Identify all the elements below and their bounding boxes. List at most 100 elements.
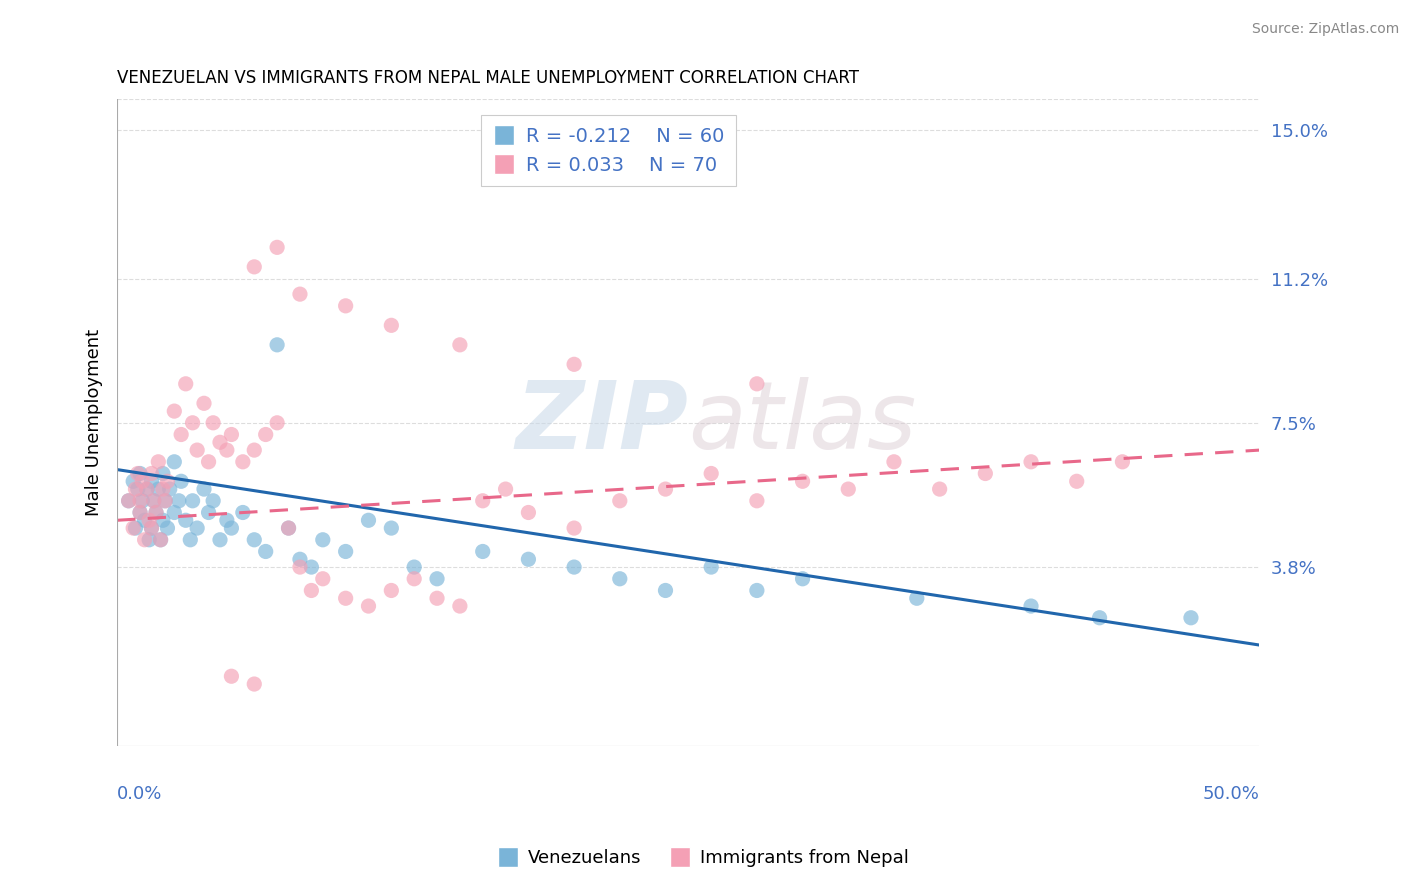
Point <box>745 583 768 598</box>
Point <box>152 513 174 527</box>
Point <box>141 521 163 535</box>
Point <box>149 533 172 547</box>
Point <box>145 506 167 520</box>
Point <box>134 513 156 527</box>
Point <box>277 521 299 535</box>
Point <box>654 583 676 598</box>
Text: 50.0%: 50.0% <box>1202 785 1260 804</box>
Text: ZIP: ZIP <box>516 376 689 469</box>
Point <box>186 521 208 535</box>
Point <box>232 506 254 520</box>
Point <box>792 475 814 489</box>
Point <box>117 493 139 508</box>
Point <box>517 506 540 520</box>
Point <box>174 513 197 527</box>
Point <box>471 493 494 508</box>
Point <box>243 443 266 458</box>
Point <box>277 521 299 535</box>
Point <box>266 416 288 430</box>
Point <box>700 467 723 481</box>
Point <box>883 455 905 469</box>
Point <box>134 533 156 547</box>
Point <box>928 482 950 496</box>
Point <box>208 533 231 547</box>
Point <box>131 493 153 508</box>
Point <box>221 669 243 683</box>
Point <box>148 482 170 496</box>
Point <box>117 493 139 508</box>
Point <box>266 240 288 254</box>
Point <box>131 475 153 489</box>
Point <box>141 467 163 481</box>
Point <box>215 443 238 458</box>
Text: atlas: atlas <box>689 377 917 468</box>
Point <box>905 591 928 606</box>
Point <box>654 482 676 496</box>
Point <box>141 475 163 489</box>
Point <box>193 482 215 496</box>
Text: Source: ZipAtlas.com: Source: ZipAtlas.com <box>1251 22 1399 37</box>
Y-axis label: Male Unemployment: Male Unemployment <box>86 329 103 516</box>
Point <box>153 493 176 508</box>
Point <box>163 506 186 520</box>
Point <box>142 493 165 508</box>
Point <box>312 572 335 586</box>
Point <box>124 482 146 496</box>
Point <box>193 396 215 410</box>
Point <box>449 599 471 613</box>
Point <box>186 443 208 458</box>
Point <box>129 467 152 481</box>
Point <box>135 482 157 496</box>
Point <box>163 404 186 418</box>
Point <box>243 677 266 691</box>
Legend: Venezuelans, Immigrants from Nepal: Venezuelans, Immigrants from Nepal <box>491 842 915 874</box>
Point <box>299 560 322 574</box>
Point <box>215 513 238 527</box>
Point <box>202 493 225 508</box>
Point <box>181 493 204 508</box>
Point <box>145 506 167 520</box>
Point <box>609 572 631 586</box>
Point <box>163 455 186 469</box>
Point <box>335 591 357 606</box>
Point <box>495 482 517 496</box>
Point <box>221 521 243 535</box>
Point <box>152 467 174 481</box>
Point <box>609 493 631 508</box>
Point <box>471 544 494 558</box>
Point <box>142 493 165 508</box>
Point <box>122 475 145 489</box>
Point <box>138 513 160 527</box>
Point <box>167 493 190 508</box>
Point <box>974 467 997 481</box>
Point <box>197 506 219 520</box>
Point <box>380 583 402 598</box>
Point <box>149 533 172 547</box>
Point <box>174 376 197 391</box>
Point <box>312 533 335 547</box>
Point <box>517 552 540 566</box>
Point <box>380 521 402 535</box>
Point <box>562 357 585 371</box>
Point <box>129 506 152 520</box>
Point <box>404 572 426 586</box>
Point <box>288 552 311 566</box>
Point <box>1066 475 1088 489</box>
Point <box>124 521 146 535</box>
Point <box>1019 455 1042 469</box>
Point <box>404 560 426 574</box>
Text: 0.0%: 0.0% <box>117 785 163 804</box>
Point <box>127 467 149 481</box>
Text: VENEZUELAN VS IMMIGRANTS FROM NEPAL MALE UNEMPLOYMENT CORRELATION CHART: VENEZUELAN VS IMMIGRANTS FROM NEPAL MALE… <box>117 69 859 87</box>
Point <box>1088 611 1111 625</box>
Point <box>221 427 243 442</box>
Point <box>288 287 311 301</box>
Point <box>129 506 152 520</box>
Point <box>159 482 181 496</box>
Point <box>148 455 170 469</box>
Point <box>254 427 277 442</box>
Point <box>208 435 231 450</box>
Point <box>170 427 193 442</box>
Point <box>266 338 288 352</box>
Legend: R = -0.212    N = 60, R = 0.033    N = 70: R = -0.212 N = 60, R = 0.033 N = 70 <box>481 115 735 186</box>
